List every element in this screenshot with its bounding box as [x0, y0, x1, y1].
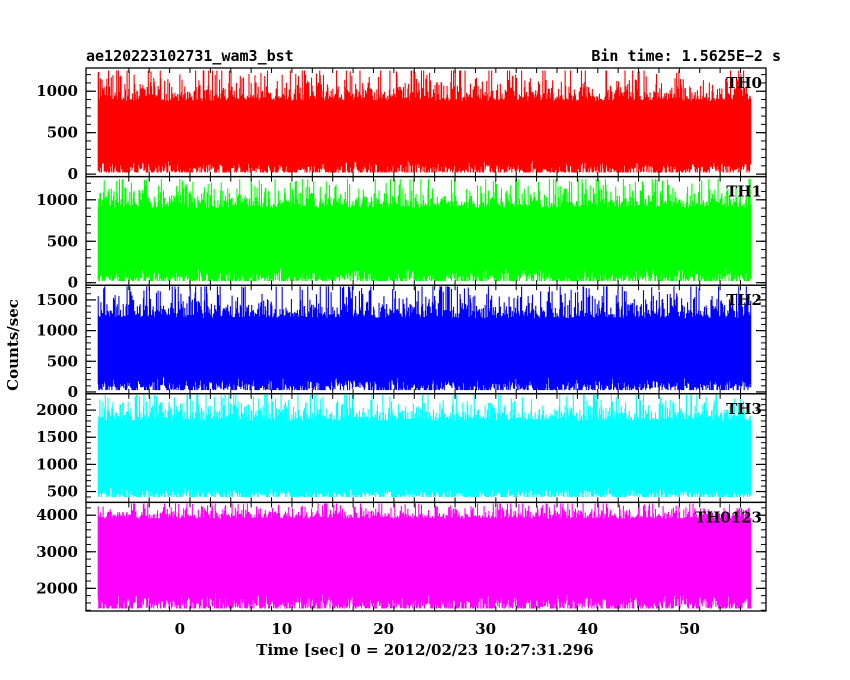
panel-th3: 500 1000 1500 2000 TH3	[36, 393, 767, 504]
panel-label-th0123: TH0123	[695, 508, 762, 526]
y-tick-label: 1500	[36, 428, 78, 446]
y-tick-label: 500	[47, 483, 78, 501]
y-axis-label: Counts/sec	[4, 299, 22, 391]
y-tick-label: 0	[68, 383, 78, 401]
series-line-th3	[97, 394, 752, 497]
y-tick-label: 3000	[36, 543, 78, 561]
y-tick-label: 0	[68, 274, 78, 292]
panel-label-th3: TH3	[726, 400, 762, 418]
series-line-th0123	[97, 503, 752, 609]
y-tick-label: 1000	[36, 322, 78, 340]
panel-th0: 0 500 1000 TH0	[36, 67, 767, 183]
y-tick-label: 4000	[36, 506, 78, 524]
y-tick-label: 500	[47, 352, 78, 370]
y-tick-label: 500	[47, 124, 78, 142]
y-tick-label: 1000	[36, 191, 78, 209]
series-line-th2	[97, 286, 752, 391]
chart-title-left: ae120223102731_wam3_bst	[86, 47, 294, 65]
x-tick-label: 50	[679, 620, 700, 638]
panel-label-th1: TH1	[726, 183, 762, 201]
chart-title-right: Bin time: 1.5625E−2 s	[591, 47, 781, 65]
panel-th0123: 2000 3000 4000 TH0123	[36, 501, 767, 612]
series-line-th0	[97, 70, 752, 173]
y-tick-label: 2000	[36, 579, 78, 597]
y-tick-label: 1000	[36, 455, 78, 473]
series-line-th1	[97, 179, 752, 282]
panel-th1: 0 500 1000 TH1	[36, 175, 767, 292]
y-tick-label: 1500	[36, 291, 78, 309]
y-tick-label: 1000	[36, 82, 78, 100]
panel-label-th2: TH2	[726, 291, 762, 309]
x-axis-label: Time [sec] 0 = 2012/02/23 10:27:31.296	[256, 641, 593, 659]
x-tick-label: 40	[577, 620, 598, 638]
y-tick-label: 0	[68, 165, 78, 183]
panel-th2: 0 500 1000 1500 TH2	[36, 284, 767, 401]
y-tick-label: 500	[47, 232, 78, 250]
panel-label-th0: TH0	[726, 74, 762, 92]
x-tick-label: 30	[475, 620, 496, 638]
x-tick-label: 20	[373, 620, 394, 638]
x-tick-label: 0	[175, 620, 185, 638]
panel-frame	[85, 501, 767, 612]
x-tick-label: 10	[271, 620, 292, 638]
y-tick-label: 2000	[36, 401, 78, 419]
